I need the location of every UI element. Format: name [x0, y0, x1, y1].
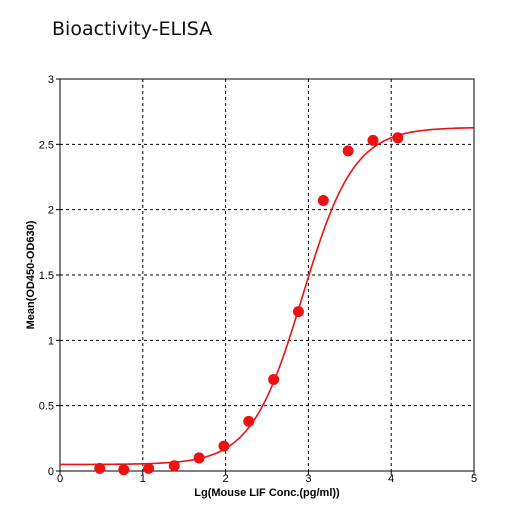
y-tick-label: 0.5 [39, 401, 54, 413]
data-point [218, 440, 230, 452]
y-tick-label: 0 [48, 466, 54, 478]
data-point [317, 195, 329, 207]
data-point [118, 464, 130, 476]
tick-labels: 0 1 2 3 4 5 0 0.5 1 1.5 2 2.5 3 [39, 74, 477, 485]
data-point [367, 134, 379, 146]
y-tick-label: 1 [48, 335, 54, 347]
x-tick-label: 1 [140, 473, 146, 485]
data-point [243, 415, 255, 427]
data-point [292, 306, 304, 318]
y-axis-label: Mean(OD450-OD630) [25, 220, 37, 329]
y-tick-label: 2 [48, 205, 54, 217]
chart-title: Bioactivity-ELISA [52, 18, 213, 40]
y-tick-label: 3 [48, 74, 54, 86]
x-tick-label: 3 [305, 473, 311, 485]
data-point [268, 374, 280, 386]
data-point [342, 145, 354, 157]
x-tick-label: 4 [388, 473, 394, 485]
x-tick-label: 2 [223, 473, 229, 485]
y-tick-label: 1.5 [39, 270, 54, 282]
data-point [193, 452, 205, 464]
y-tick-label: 2.5 [39, 139, 54, 151]
grid-lines [60, 79, 474, 471]
data-point [168, 460, 180, 472]
data-points [94, 132, 404, 476]
fit-curve [60, 126, 475, 466]
x-tick-label: 0 [57, 473, 63, 485]
data-point [143, 462, 155, 474]
data-point [392, 132, 404, 144]
x-tick-label: 5 [471, 473, 477, 485]
x-axis-label: Lg(Mouse LIF Conc.(pg/ml)) [194, 487, 340, 499]
data-point [94, 462, 106, 474]
